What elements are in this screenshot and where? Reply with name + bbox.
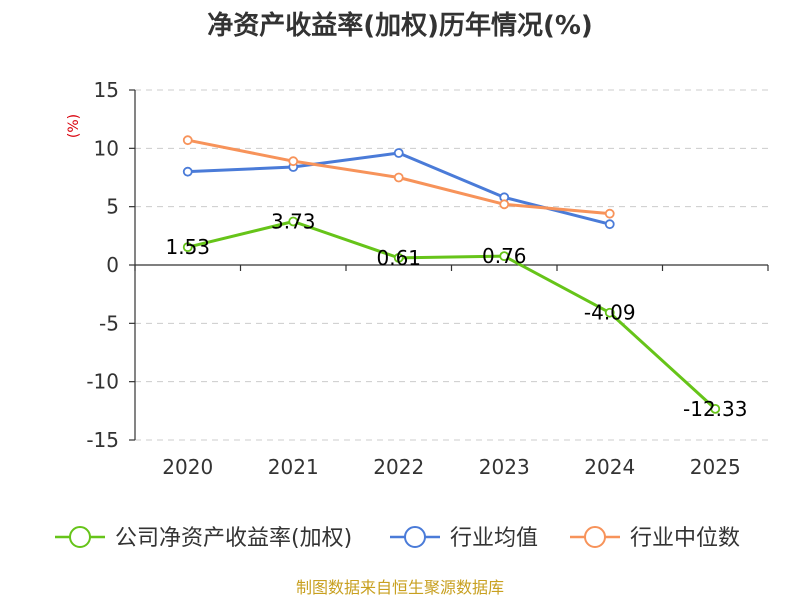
data-point[interactable] — [393, 148, 404, 158]
data-point[interactable] — [288, 216, 299, 227]
data-label: -4.09 — [584, 301, 636, 325]
series-line — [187, 219, 717, 410]
legend-swatch-marker — [69, 526, 91, 548]
x-tick-label: 2024 — [584, 455, 635, 479]
y-tick-label: 0 — [106, 253, 119, 277]
series-line — [187, 151, 611, 226]
data-point[interactable] — [604, 219, 615, 230]
y-axis-unit-label: (%) — [66, 114, 82, 138]
y-tick-label: -15 — [86, 428, 119, 452]
source-note: 制图数据来自恒生聚源数据库 — [296, 578, 504, 597]
data-point[interactable] — [182, 166, 193, 177]
data-label-layer: 1.53 3.73 0.61 0.76 -4.09 -12.33 — [165, 209, 747, 420]
x-tick-label: 2022 — [373, 455, 424, 479]
y-tick-label: 15 — [94, 78, 119, 102]
legend: 公司净资产收益率(加权) 行业均值 行业中位数 — [55, 526, 740, 551]
data-point[interactable] — [288, 156, 299, 167]
series-layer — [182, 135, 721, 414]
y-tick-label: -5 — [99, 311, 119, 335]
chart-title: 净资产收益率(加权)历年情况(%) — [207, 10, 593, 41]
data-label: 0.76 — [482, 244, 527, 268]
legend-label[interactable]: 行业均值 — [450, 526, 538, 551]
data-label: -12.33 — [683, 397, 747, 421]
legend-label[interactable]: 公司净资产收益率(加权) — [115, 526, 352, 551]
legend-swatch-marker — [584, 526, 606, 548]
data-label: 1.53 — [165, 235, 210, 259]
legend-label[interactable]: 行业中位数 — [630, 526, 740, 551]
y-tick-label: 10 — [94, 136, 119, 160]
data-point[interactable] — [499, 199, 510, 210]
data-point[interactable] — [393, 172, 404, 183]
data-point[interactable] — [604, 208, 615, 219]
data-point[interactable] — [182, 242, 193, 253]
data-point[interactable] — [393, 252, 404, 263]
data-point[interactable] — [604, 307, 615, 318]
x-tick-label: 2021 — [268, 455, 319, 479]
axis-layer: 15 10 5 0 -5 -10 -15 2020 2021 2022 2023 2024 2025 — [86, 78, 769, 479]
y-tick-label: -10 — [86, 370, 119, 394]
y-tick-label: 5 — [106, 195, 119, 219]
data-point[interactable] — [182, 135, 193, 146]
data-point[interactable] — [499, 251, 510, 262]
data-point[interactable] — [710, 403, 721, 414]
data-label: 0.61 — [376, 246, 421, 270]
x-tick-label: 2023 — [479, 455, 530, 479]
legend-swatch-marker — [404, 526, 426, 548]
x-tick-label: 2020 — [162, 455, 213, 479]
data-label: 3.73 — [271, 209, 316, 233]
x-tick-label: 2025 — [690, 455, 741, 479]
